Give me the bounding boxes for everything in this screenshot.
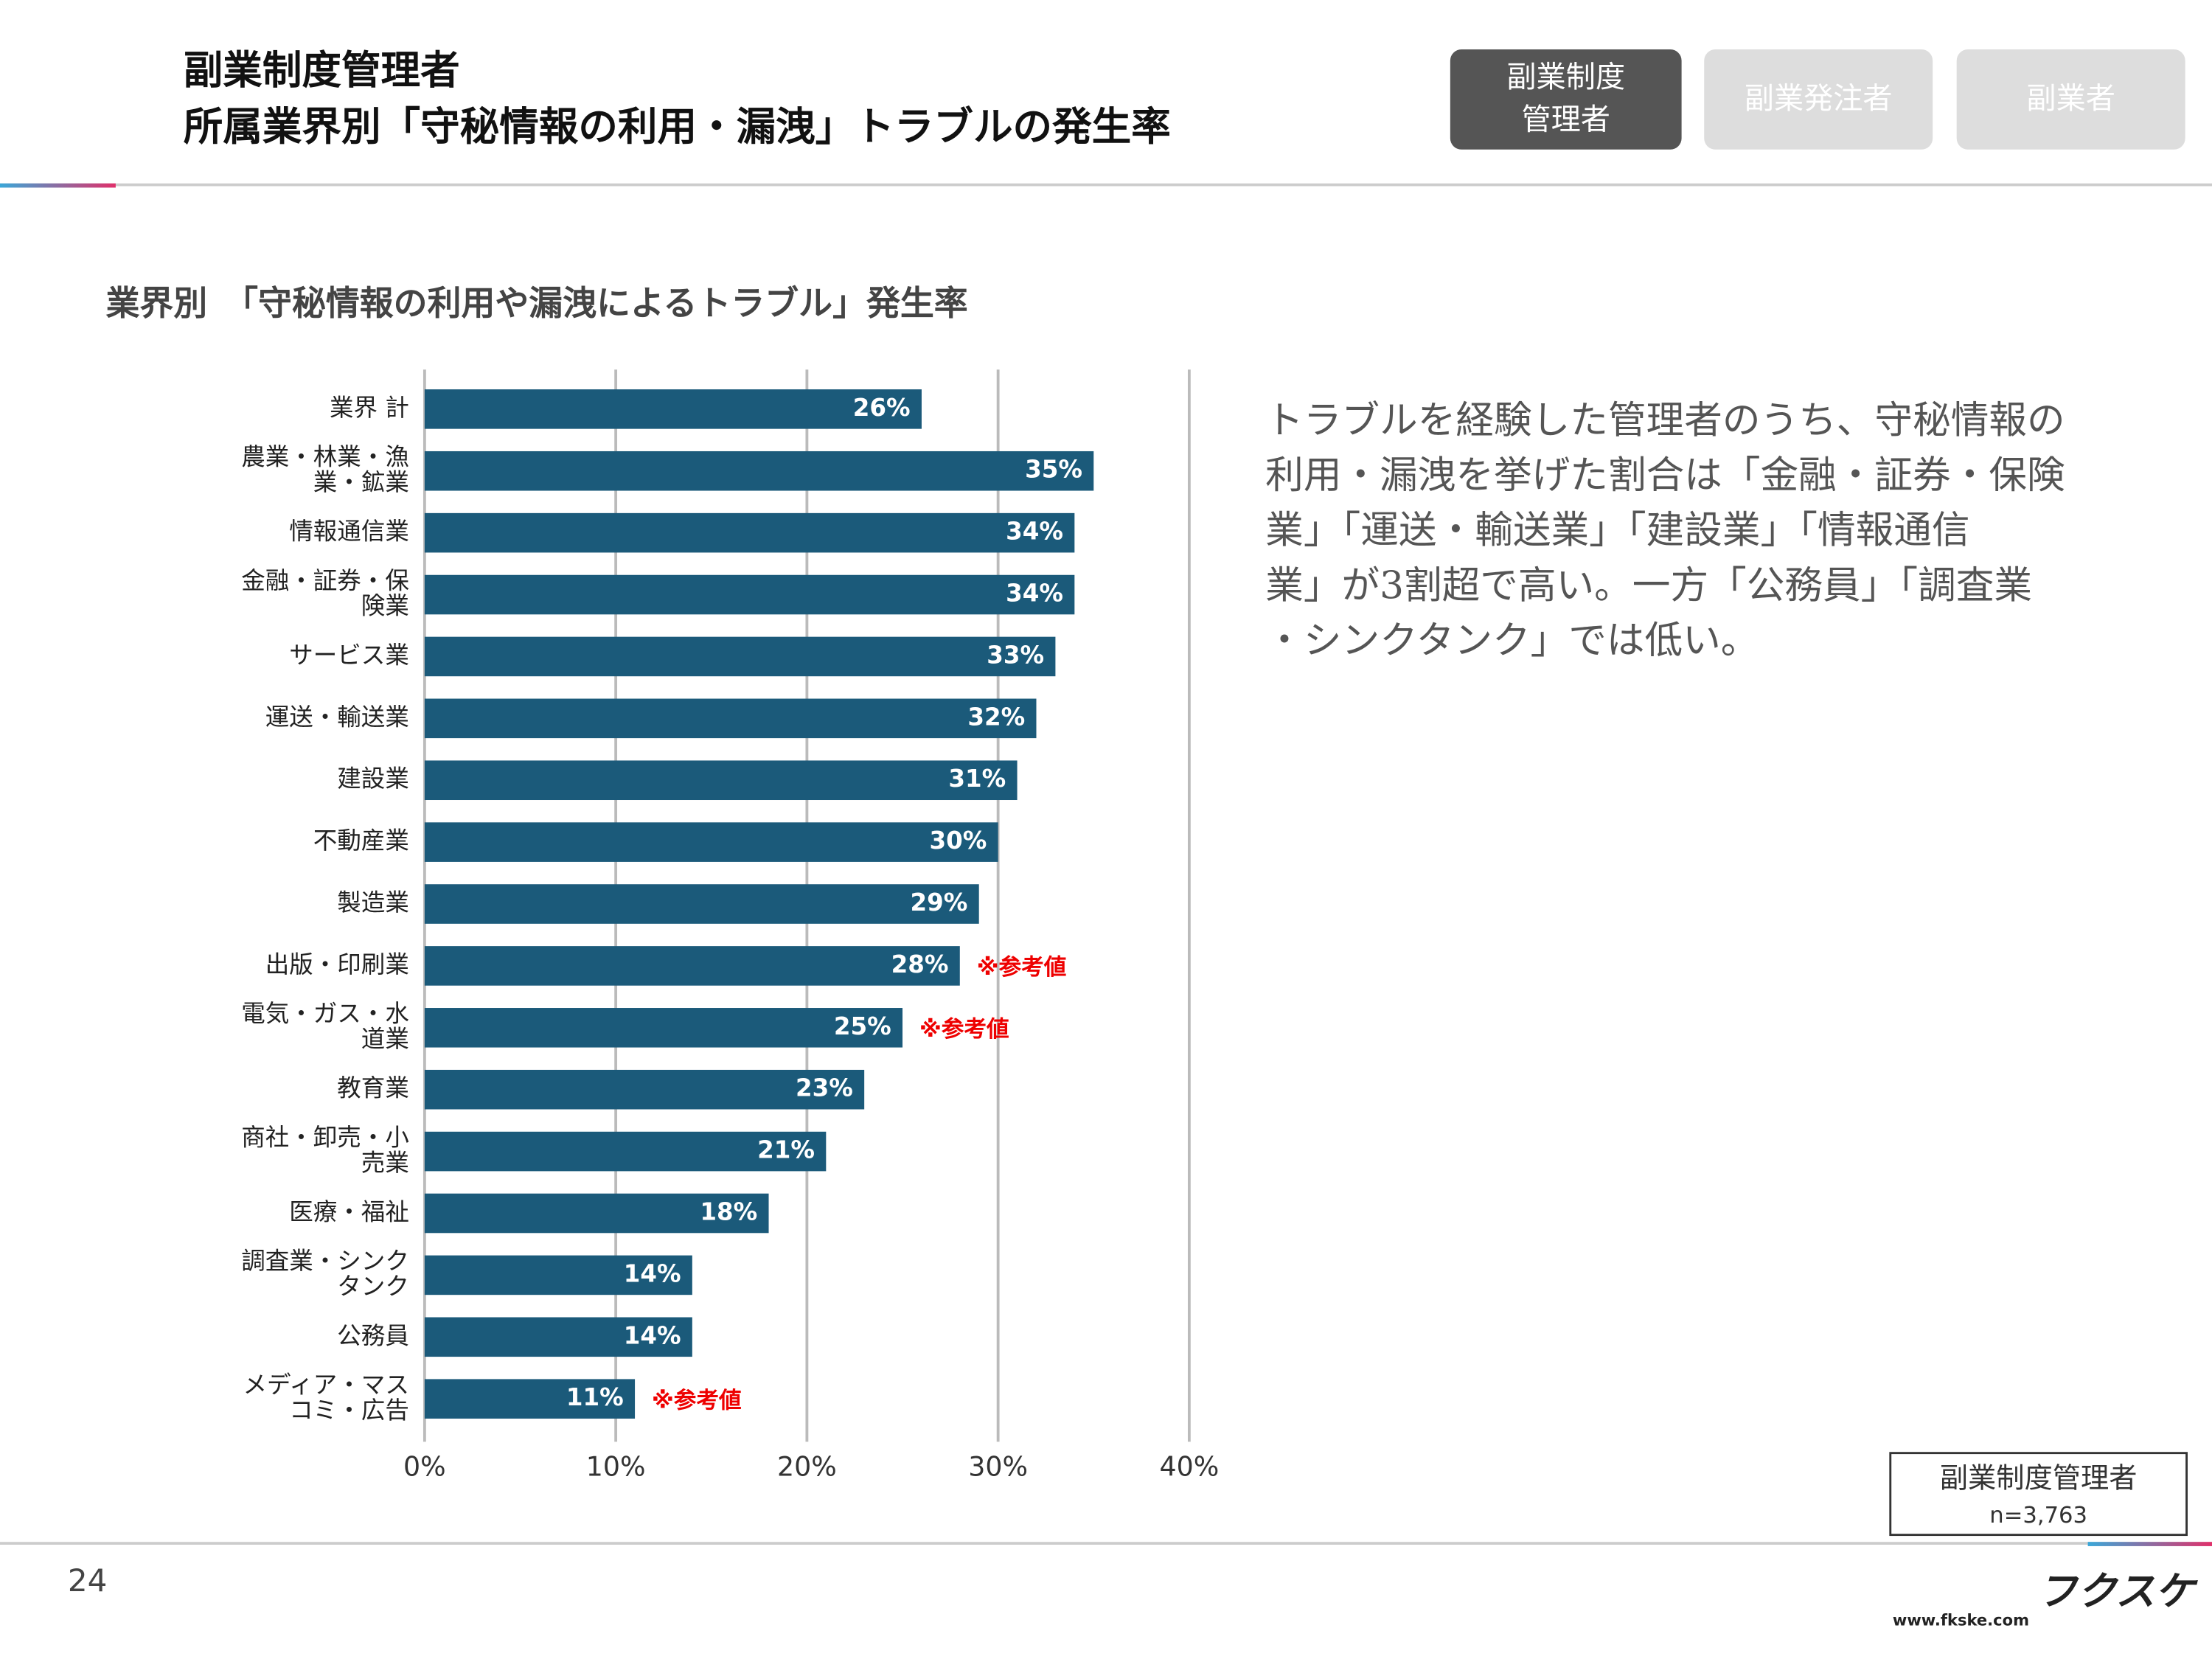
url: www.fkske.com	[1893, 1610, 2029, 1629]
tab[interactable]	[1956, 49, 2185, 150]
y-tick-label: 教育業	[337, 1074, 409, 1102]
value-label: 14%	[624, 1321, 681, 1349]
value-label: 18%	[700, 1198, 757, 1226]
value-label: 30%	[930, 827, 987, 855]
bar	[424, 1008, 903, 1048]
x-tick-label: 0%	[403, 1451, 446, 1483]
value-label: 26%	[853, 394, 911, 422]
y-tick-label: 電気・ガス・水道業	[241, 1000, 409, 1053]
y-tick-label: サービス業	[289, 641, 409, 669]
note: ※参考値	[977, 954, 1067, 981]
y-tick-label: 業界 計	[330, 394, 409, 422]
note: ※参考値	[919, 1016, 1009, 1043]
y-tick-label: 建設業	[337, 765, 409, 793]
y-tick-label: 公務員	[337, 1321, 409, 1349]
title: 副業制度管理者	[184, 47, 460, 94]
bar	[424, 1193, 769, 1234]
x-tick-label: 20%	[777, 1451, 837, 1483]
bar	[424, 1379, 636, 1419]
y-tick-label: メディア・マスコミ・広告	[243, 1371, 409, 1424]
bar	[424, 389, 922, 429]
bar	[424, 760, 1018, 801]
value-label: 11%	[566, 1383, 624, 1411]
value-label: 21%	[757, 1136, 815, 1164]
value-label: 25%	[834, 1012, 891, 1040]
title: 所属業界別「守秘情報の利用・漏洩」トラブルの発生率	[184, 103, 1171, 150]
value-label: 14%	[624, 1259, 681, 1287]
bar	[424, 636, 1056, 677]
bar	[424, 1131, 827, 1172]
bar	[424, 1317, 692, 1357]
value-label: 23%	[796, 1074, 853, 1102]
y-tick-label: 金融・証券・保険業	[241, 566, 409, 619]
y-tick-label: 農業・林業・漁業・鉱業	[241, 443, 409, 496]
bar	[424, 574, 1075, 615]
value-label: 28%	[891, 950, 949, 978]
sample-label: 副業制度管理者	[1940, 1462, 2138, 1495]
value-label: 34%	[1006, 518, 1063, 546]
description: トラブルを経験した管理者のうち、守秘情報の	[1265, 398, 2065, 442]
page-number: 24	[68, 1562, 108, 1599]
bar	[424, 451, 1094, 491]
y-tick-label: 不動産業	[313, 827, 409, 855]
value-label: 29%	[911, 888, 968, 917]
description: 業」「運送・輸送業」「建設業」「情報通信	[1265, 509, 1969, 553]
tab-label[interactable]: 副業制度管理者	[1506, 60, 1625, 136]
description: 業」が3割超で高い。一方「公務員」「調査業	[1265, 563, 2032, 608]
bar	[424, 1255, 692, 1295]
y-tick-label: 調査業・シンクタンク	[241, 1247, 409, 1300]
value-label: 32%	[967, 703, 1025, 731]
x-tick-label: 40%	[1159, 1451, 1219, 1483]
bar	[424, 698, 1037, 739]
tab-label[interactable]: 副業者	[2026, 82, 2115, 116]
y-tick-label: 出版・印刷業	[265, 950, 409, 978]
tab[interactable]	[1704, 49, 1933, 150]
y-tick-label: 医療・福祉	[289, 1198, 409, 1226]
bar	[424, 1069, 865, 1110]
description: 利用・漏洩を挙げた割合は「金融・証券・保険	[1265, 453, 2065, 498]
sample-n: n=3,763	[1989, 1503, 2087, 1528]
value-label: 31%	[948, 765, 1006, 793]
x-tick-label: 10%	[586, 1451, 646, 1483]
logo: フクスケ	[2038, 1568, 2199, 1615]
note: ※参考値	[652, 1388, 742, 1414]
bar	[424, 884, 979, 924]
tab-label[interactable]: 副業発注者	[1745, 82, 1893, 116]
y-tick-label: 運送・輸送業	[265, 703, 409, 731]
description: ・シンクタンク」では低い。	[1265, 619, 1759, 663]
value-label: 33%	[987, 641, 1044, 669]
value-label: 34%	[1006, 580, 1063, 608]
tab[interactable]	[1450, 49, 1682, 150]
value-label: 35%	[1025, 456, 1082, 484]
y-tick-label: 製造業	[337, 888, 409, 917]
y-tick-label: 情報通信業	[289, 518, 409, 546]
bar	[424, 946, 960, 986]
bar	[424, 512, 1075, 553]
bar	[424, 822, 998, 862]
x-tick-label: 30%	[968, 1451, 1028, 1483]
chart-title: 業界別 「守秘情報の利用や漏洩によるトラブル」発生率	[105, 283, 967, 323]
y-tick-label: 商社・卸売・小売業	[241, 1123, 409, 1176]
